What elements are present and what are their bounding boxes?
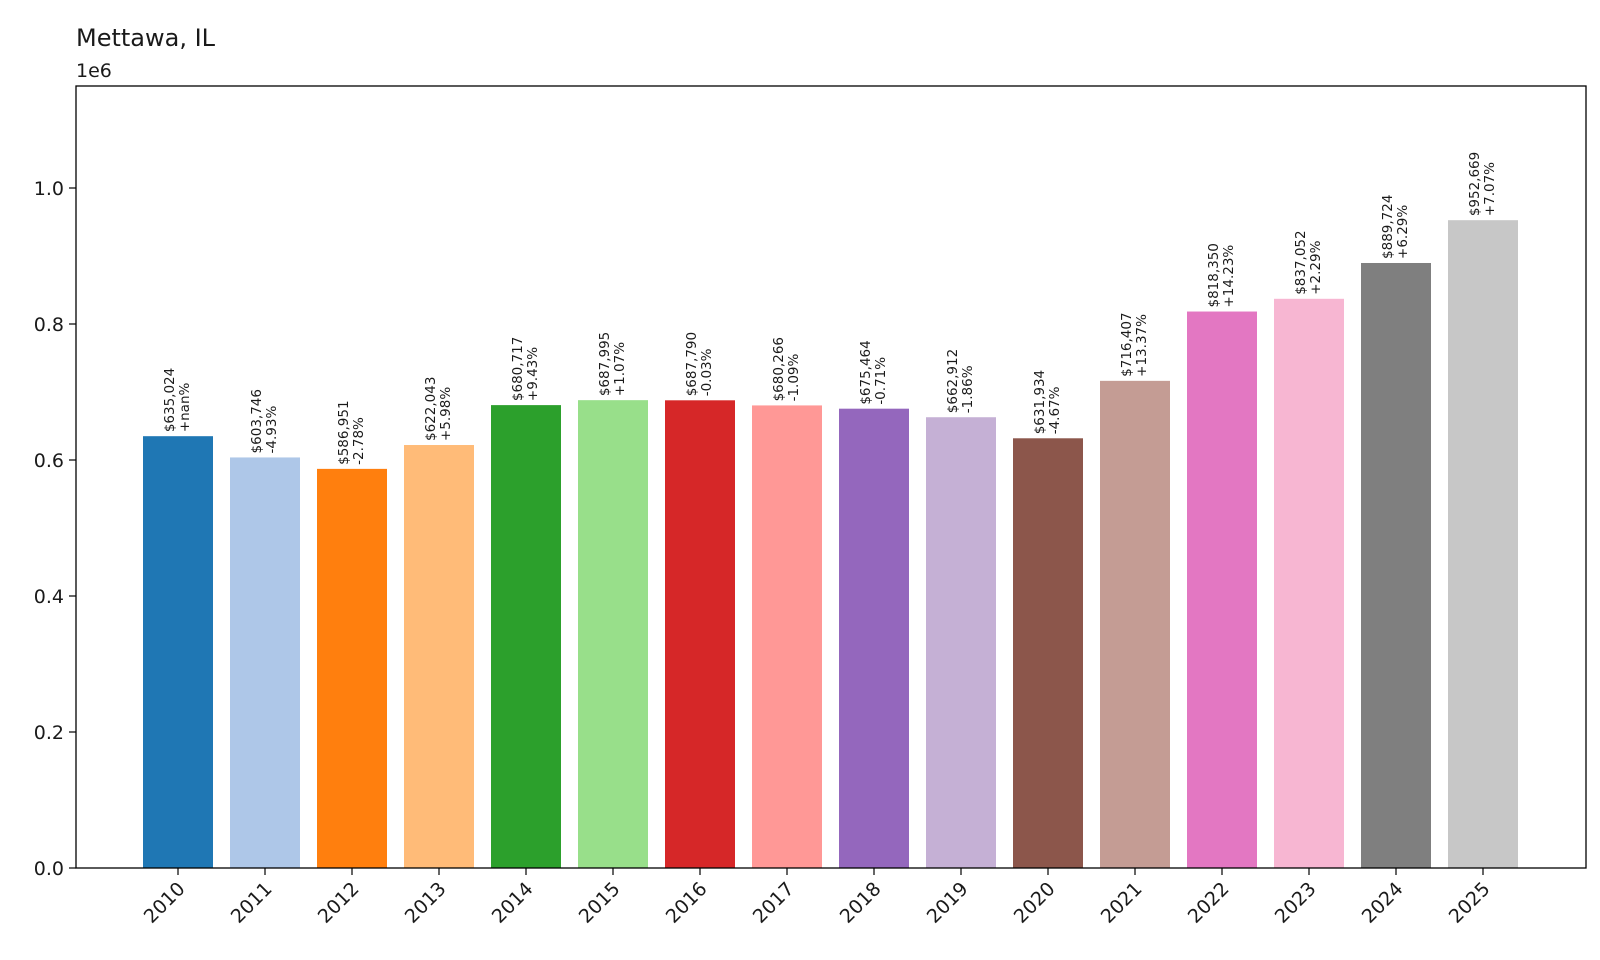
bar-2014 — [491, 405, 561, 868]
bar-2025 — [1448, 220, 1518, 869]
bar-2013 — [404, 445, 474, 868]
x-tick-label-2023: 2023 — [1271, 878, 1321, 928]
bar-2016 — [665, 400, 735, 868]
bar-2023 — [1274, 298, 1344, 868]
bar-value-label-2020: $631,934-4.67% — [1032, 370, 1063, 434]
y-axis: 0.0 0.2 0.4 0.6 0.8 1.0 — [34, 178, 76, 880]
bar-2015 — [578, 400, 648, 868]
x-tick-label-2010: 2010 — [140, 878, 190, 928]
bar-2022 — [1187, 311, 1257, 869]
x-tick-label-2017: 2017 — [749, 878, 799, 928]
x-tick-label-2016: 2016 — [662, 878, 712, 928]
bar-value-label-2021: $716,407+13.37% — [1119, 312, 1150, 376]
bar-2018 — [839, 408, 909, 868]
bar-value-text: $837,052 — [1293, 230, 1309, 294]
bar-value-text: $680,266 — [771, 337, 787, 401]
x-axis: 2010 2011 2012 2013 2014 2015 2016 2017 2018 2019… — [140, 868, 1495, 928]
x-tick-label-2015: 2015 — [575, 878, 625, 928]
bar-2019 — [926, 417, 996, 868]
x-tick-label-2024: 2024 — [1358, 878, 1408, 928]
x-tick-label-2014: 2014 — [488, 878, 538, 928]
bar-value-label-2019: $662,912-1.86% — [945, 349, 976, 413]
x-tick-label-2022: 2022 — [1184, 878, 1234, 928]
bar-value-text: $818,350 — [1206, 243, 1222, 307]
y-tick-label: 0.6 — [34, 450, 64, 472]
x-tick-label-2013: 2013 — [401, 878, 451, 928]
x-tick-label-2012: 2012 — [314, 878, 364, 928]
y-tick-label: 0.0 — [34, 858, 64, 880]
bar-change-text: -0.71% — [873, 357, 889, 405]
bar-change-text: +1.07% — [612, 342, 628, 396]
bar-change-text: -1.09% — [786, 353, 802, 401]
bar-change-text: +6.29% — [1395, 205, 1411, 259]
bar-change-text: +14.23% — [1221, 245, 1237, 308]
bar-2012 — [317, 468, 387, 868]
bar-value-label-2022: $818,350+14.23% — [1206, 243, 1237, 307]
plot-frame — [75, 85, 1587, 869]
bar-value-label-2015: $687,995+1.07% — [597, 332, 628, 396]
bar-change-text: +2.29% — [1308, 240, 1324, 294]
bar-value-label-2018: $675,464-0.71% — [858, 340, 889, 404]
bar-change-text: -1.86% — [960, 365, 976, 413]
bar-value-text: $687,995 — [597, 332, 613, 396]
bar-2024 — [1361, 262, 1431, 868]
bar-change-text: -4.67% — [1047, 386, 1063, 434]
bar-value-text: $889,724 — [1380, 195, 1396, 259]
bar-value-label-2010: $635,024+nan% — [162, 368, 193, 432]
bar-change-text: +9.43% — [525, 347, 541, 401]
x-tick-label-2021: 2021 — [1097, 878, 1147, 928]
x-tick-label-2020: 2020 — [1010, 878, 1060, 928]
bar-change-text: +13.37% — [1134, 314, 1150, 377]
chart-title: Mettawa, IL — [76, 24, 216, 52]
bar-value-label-2024: $889,724+6.29% — [1380, 195, 1411, 259]
bar-value-label-2023: $837,052+2.29% — [1293, 230, 1324, 294]
bar-value-text: $586,951 — [336, 400, 352, 464]
bar-2011 — [230, 457, 300, 868]
bar-2017 — [752, 405, 822, 868]
bar-value-text: $680,717 — [510, 337, 526, 401]
bar-value-label-2014: $680,717+9.43% — [510, 337, 541, 401]
y-tick-label: 0.2 — [34, 722, 64, 744]
y-axis-offset-label: 1e6 — [76, 60, 112, 82]
bar-change-text: +nan% — [177, 382, 193, 432]
bar-change-text: -4.93% — [264, 406, 280, 454]
bar-value-label-2017: $680,266-1.09% — [771, 337, 802, 401]
x-tick-label-2011: 2011 — [227, 878, 277, 928]
bar-2010 — [143, 436, 213, 868]
bar-change-text: +7.07% — [1482, 162, 1498, 216]
y-tick-label: 0.8 — [34, 314, 64, 336]
y-tick-label: 1.0 — [34, 178, 64, 200]
bar-labels-group: $635,024+nan% $603,746-4.93% $586,951-2.78… — [162, 152, 1498, 465]
bar-value-text: $716,407 — [1119, 312, 1135, 376]
bar-change-text: +5.98% — [438, 387, 454, 441]
bar-value-text: $622,043 — [423, 377, 439, 441]
bar-value-text: $603,746 — [249, 389, 265, 453]
bar-value-label-2016: $687,790-0.03% — [684, 332, 715, 396]
bar-2021 — [1100, 380, 1170, 868]
x-tick-label-2019: 2019 — [923, 878, 973, 928]
bars-group — [143, 220, 1518, 869]
y-tick-label: 0.4 — [34, 586, 64, 608]
bar-change-text: -2.78% — [351, 417, 367, 465]
bar-value-label-2025: $952,669+7.07% — [1467, 152, 1498, 216]
bar-change-text: -0.03% — [699, 348, 715, 396]
bar-value-label-2011: $603,746-4.93% — [249, 389, 280, 453]
bar-value-text: $635,024 — [162, 368, 178, 432]
bar-value-text: $675,464 — [858, 340, 874, 404]
x-tick-label-2025: 2025 — [1445, 878, 1495, 928]
x-tick-label-2018: 2018 — [836, 878, 886, 928]
bar-value-text: $952,669 — [1467, 152, 1483, 216]
bar-value-label-2012: $586,951-2.78% — [336, 400, 367, 464]
bar-value-text: $631,934 — [1032, 370, 1048, 434]
bar-value-text: $662,912 — [945, 349, 961, 413]
bar-value-label-2013: $622,043+5.98% — [423, 377, 454, 441]
bar-2020 — [1013, 438, 1083, 868]
bar-value-text: $687,790 — [684, 332, 700, 396]
